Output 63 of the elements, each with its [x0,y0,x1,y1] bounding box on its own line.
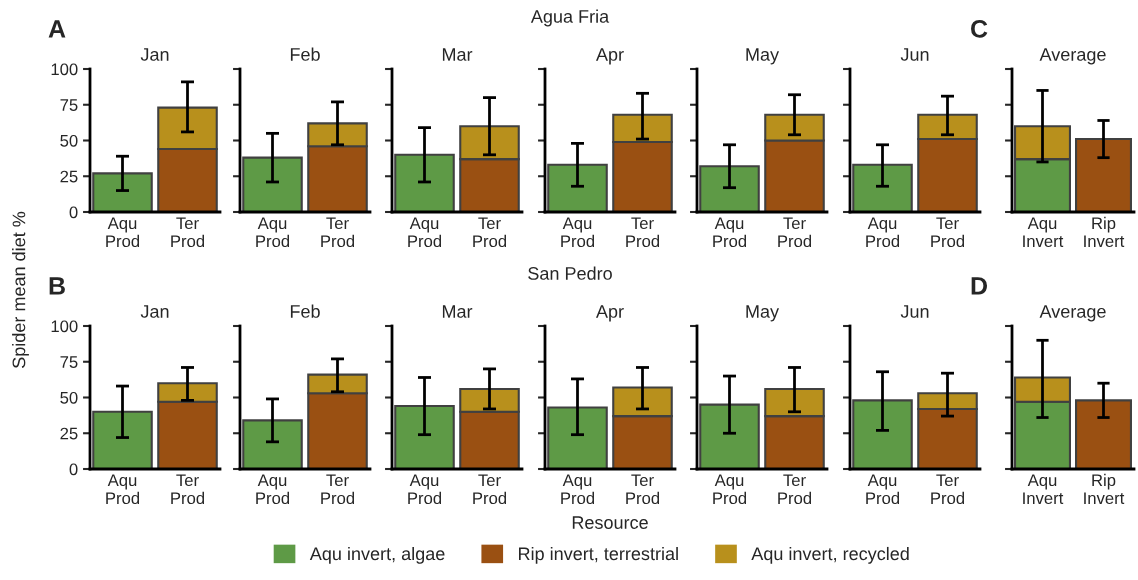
text: A [48,20,66,38]
y-tick-label: 25 [60,170,78,183]
chart-title: Feb [290,47,320,61]
text: D [971,277,987,295]
x-tick-label: Ter Prod [931,217,965,248]
x-tick-label: Aqu Prod [713,217,747,248]
x-axis-title: Resource [572,516,648,529]
y-tick-label: 100 [51,320,78,333]
y-tick-label: 0 [69,463,78,476]
chart-title: Mar [442,305,473,318]
x-tick-label: Ter Prod [778,217,812,248]
x-tick-label: Aqu Prod [866,217,900,248]
x-tick-label: Aqu Prod [408,474,442,505]
legend-label: Aqu invert, recycled [751,546,909,564]
chart-title: May [746,48,780,65]
x-tick-label: Aqu Invert [1023,474,1064,505]
chart-title: Apr [595,305,624,322]
text: Agua Fria [530,9,610,27]
x-tick-label: Rip Invert [1084,216,1125,248]
text: C [971,20,988,38]
x-tick-label: Aqu Invert [1023,217,1064,248]
y-tick-label: 100 [51,63,78,76]
y-tick-label: 0 [69,206,78,219]
chart-title: Jun [900,305,929,318]
x-tick-label: Ter Prod [626,474,660,505]
chart-title: Jan [140,305,169,318]
y-tick-label: 75 [60,356,78,368]
x-tick-label: Aqu Prod [866,474,900,505]
y-tick-label: 75 [60,99,78,111]
x-tick-label: Ter Prod [473,474,507,505]
legend-label: Rip invert, terrestrial [519,546,678,564]
x-tick-label: Aqu Prod [408,217,442,248]
y-tick-label: 50 [60,134,78,147]
chart-title: Average [1039,305,1106,322]
y-tick-label: 25 [60,427,78,440]
x-tick-label: Aqu Prod [106,474,140,505]
chart-title: Feb [290,304,320,318]
x-tick-label: Aqu Prod [106,217,140,248]
x-tick-label: Ter Prod [171,217,205,248]
x-tick-label: Aqu Prod [256,217,290,248]
text: San Pedro [528,266,612,280]
x-tick-label: Ter Prod [778,474,812,505]
chart-title: Apr [595,48,624,65]
x-tick-label: Ter Prod [931,474,965,505]
x-tick-label: Rip Invert [1084,473,1125,505]
x-tick-label: Ter Prod [171,474,205,505]
chart-title: Mar [442,48,473,61]
x-tick-label: Ter Prod [321,217,355,248]
legend-label: Aqu invert, algae [309,546,445,564]
x-tick-label: Aqu Prod [713,474,747,505]
y-tick-label: 50 [60,391,78,404]
x-tick-label: Aqu Prod [256,474,290,505]
x-tick-label: Ter Prod [626,217,660,248]
x-tick-label: Aqu Prod [561,217,595,248]
x-tick-label: Ter Prod [473,217,507,248]
x-tick-label: Aqu Prod [561,474,595,505]
text: B [49,277,65,295]
y-axis-title: Spider mean diet % [12,211,29,368]
chart-title: Jan [140,48,169,61]
chart-title: Average [1039,48,1106,65]
chart-title: Jun [900,48,929,61]
chart-title: May [746,305,780,322]
x-tick-label: Ter Prod [321,474,355,505]
